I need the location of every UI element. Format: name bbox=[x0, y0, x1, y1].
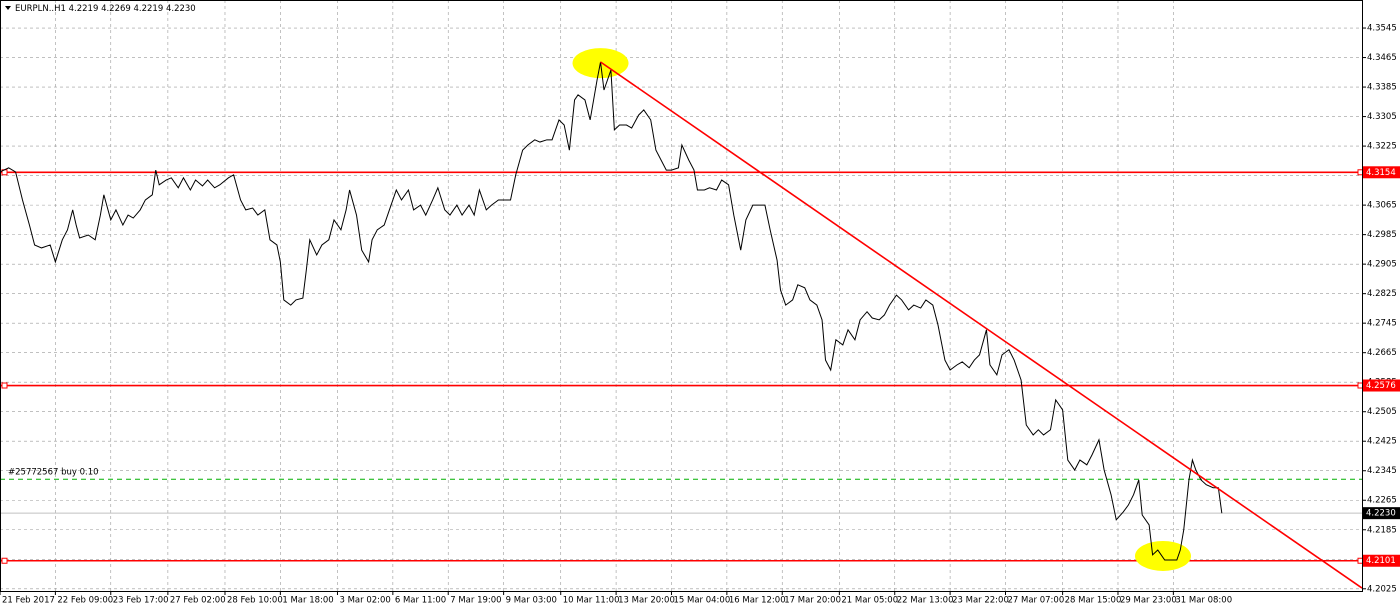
x-tick-label: 1 Mar 18:00 bbox=[282, 596, 333, 606]
y-tick-label: 4.3225 bbox=[1367, 142, 1397, 152]
y-tick-label: 4.2185 bbox=[1367, 525, 1397, 535]
grid bbox=[0, 0, 1362, 591]
level-label-bg bbox=[1363, 379, 1400, 392]
x-tick-label: 16 Mar 12:00 bbox=[729, 596, 786, 606]
y-tick-label: 4.2345 bbox=[1367, 466, 1397, 476]
y-tick-label: 4.3465 bbox=[1367, 53, 1397, 63]
x-tick-label: 21 Feb 2017 bbox=[2, 596, 55, 606]
y-tick-label: 4.2905 bbox=[1367, 260, 1397, 270]
x-tick-label: 27 Feb 02:00 bbox=[170, 596, 226, 606]
current-price-bg bbox=[1363, 507, 1400, 520]
title-arrow bbox=[5, 6, 11, 10]
level-label: 4.3154 bbox=[1366, 168, 1396, 178]
x-tick-label: 22 Mar 13:00 bbox=[897, 596, 954, 606]
chart-title: EURPLN..H1 4.2219 4.2269 4.2219 4.2230 bbox=[15, 4, 196, 14]
x-tick-label: 22 Feb 09:00 bbox=[57, 596, 113, 606]
x-tick-label: 31 Mar 08:00 bbox=[1175, 596, 1232, 606]
price-line bbox=[0, 61, 1223, 561]
y-tick-label: 4.2025 bbox=[1367, 584, 1397, 594]
y-tick-label: 4.3545 bbox=[1367, 24, 1397, 34]
level-anchor bbox=[1, 382, 8, 389]
x-tick-label: 29 Mar 23:00 bbox=[1120, 596, 1177, 606]
current-price-label: 4.2230 bbox=[1366, 509, 1396, 519]
level-label: 4.2101 bbox=[1366, 556, 1396, 566]
level-label: 4.2576 bbox=[1366, 381, 1396, 391]
y-tick-label: 4.2665 bbox=[1367, 348, 1397, 358]
y-tick-label: 4.3305 bbox=[1367, 112, 1397, 122]
x-tick-label: 17 Mar 20:00 bbox=[784, 596, 841, 606]
y-tick-label: 4.2425 bbox=[1367, 437, 1397, 447]
x-tick-label: 9 Mar 03:00 bbox=[506, 596, 557, 606]
x-tick-label: 21 Mar 05:00 bbox=[841, 596, 898, 606]
x-tick-label: 23 Feb 17:00 bbox=[113, 596, 169, 606]
marks: #25772567 buy 0.10 bbox=[0, 48, 1364, 589]
x-tick-label: 6 Mar 11:00 bbox=[395, 596, 446, 606]
plot-frame bbox=[0, 0, 1363, 592]
x-tick-label: 28 Mar 15:00 bbox=[1065, 596, 1122, 606]
level-anchor bbox=[1, 557, 8, 564]
x-tick-label: 27 Mar 07:00 bbox=[1007, 596, 1064, 606]
y-tick-label: 4.2745 bbox=[1367, 319, 1397, 329]
x-tick-label: 10 Mar 11:00 bbox=[563, 596, 620, 606]
highlight bbox=[1134, 540, 1191, 571]
y-tick-label: 4.3065 bbox=[1367, 201, 1397, 211]
x-tick-label: 15 Mar 04:00 bbox=[673, 596, 730, 606]
y-tick-label: 4.2265 bbox=[1367, 496, 1397, 506]
x-tick-label: 23 Mar 22:00 bbox=[952, 596, 1009, 606]
y-tick-label: 4.3385 bbox=[1367, 83, 1397, 93]
y-tick-label: 4.2985 bbox=[1367, 230, 1397, 240]
level-label-bg bbox=[1363, 554, 1400, 567]
y-tick-label: 4.2505 bbox=[1367, 407, 1397, 417]
y-tick-label: 4.2825 bbox=[1367, 289, 1397, 299]
x-tick-label: 3 Mar 02:00 bbox=[339, 596, 390, 606]
order-label: #25772567 buy 0.10 bbox=[8, 468, 99, 478]
x-tick-label: 28 Feb 10:00 bbox=[227, 596, 283, 606]
x-tick-label: 7 Mar 19:00 bbox=[450, 596, 501, 606]
trendline bbox=[600, 61, 1363, 589]
x-tick-label: 13 Mar 20:00 bbox=[618, 596, 675, 606]
level-label-bg bbox=[1363, 166, 1400, 179]
